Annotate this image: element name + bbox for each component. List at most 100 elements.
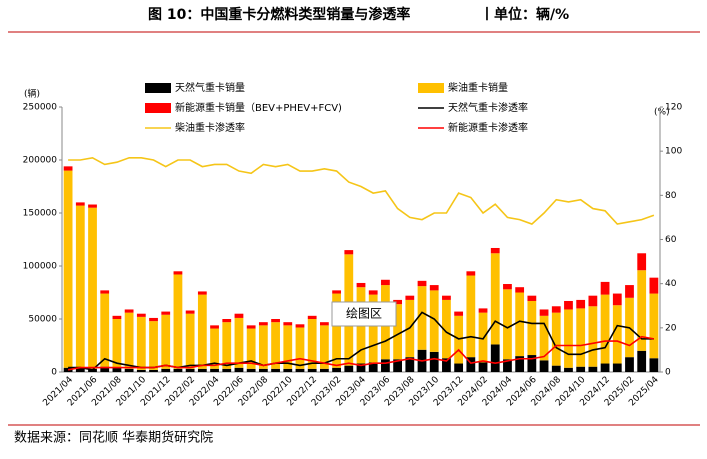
bar-segment [539,360,549,372]
bar-segment [490,253,500,345]
bar-segment [649,358,659,372]
bar-segment [185,310,195,314]
bar-segment [564,309,573,368]
bar-segment [258,322,268,326]
bar-segment [454,311,464,316]
bar-segment [442,299,451,359]
bar-segment [124,368,134,372]
bar-segment [136,369,146,372]
bar-segment [258,368,268,372]
bar-segment [442,358,451,372]
annotation-box [331,301,397,327]
bar-segment [576,366,586,372]
unit-label: 丨单位：辆/% [480,6,569,23]
bar-segment [429,285,439,291]
annotation: 绘图区 [346,306,382,321]
bar-segment [271,322,280,369]
legend-label: 新能源重卡渗透率 [448,121,528,134]
bar-segment [234,313,244,318]
bar-segment [344,365,354,372]
bar-segment [185,313,195,369]
bar-segment [307,319,317,369]
bar-segment [466,275,476,358]
source: 数据来源：同花顺 华泰期货研究院 [14,430,213,446]
bar-segment [75,367,85,372]
bar-segment [637,350,647,372]
bar-segment [356,282,366,288]
bar-segment [283,368,293,372]
bar-segment [63,367,73,372]
y2-tick-label: 80 [665,191,677,201]
bar-segment [88,204,97,208]
bar-segment [307,315,317,319]
legend-label: 天然气重卡渗透率 [448,101,528,114]
legend-swatch [145,103,171,113]
bar-segment [417,286,427,350]
bar-segment [503,284,512,290]
bar-segment [332,290,341,294]
bar-segment [490,344,500,372]
bar-segment [588,306,598,367]
bar-segment [381,359,390,372]
bar-segment [161,368,171,372]
y2-axis-label: (%) [654,108,670,118]
bar-segment [649,293,659,359]
bar-segment [551,365,561,372]
legend-swatch [145,83,171,93]
y2-tick-label: 20 [665,323,677,333]
legend-swatch [418,83,444,93]
bar-segment [161,314,171,369]
bar-segment [612,363,622,372]
bar-segment [612,305,622,364]
bar-segment [173,368,183,372]
bar-segment [405,295,415,300]
bar-segment [75,202,85,206]
bar-segment [149,317,158,322]
legend-label: 柴油重卡销量 [448,81,508,94]
bar-segment [515,356,525,372]
y-tick-label: 100000 [23,262,58,272]
bar-segment [625,285,634,298]
y-tick-label: 200000 [23,156,58,166]
bar-segment [368,290,378,295]
y2-tick-label: 60 [665,235,677,245]
bar-segment [576,308,586,367]
bar-segment [234,317,244,368]
bar-segment [258,325,268,369]
bar-segment [271,319,280,323]
bar-segment [149,321,158,370]
bar-segment [637,270,647,351]
chart-title: 图 10：中国重卡分燃料类型销量与渗透率 [148,6,410,23]
bar-segment [222,368,232,372]
bar-segment [185,368,195,372]
bar-segment [295,327,305,369]
bar-segment [649,277,659,294]
bar-segment [368,294,378,363]
bar-segment [405,357,415,372]
y2-tick-label: 120 [665,103,682,113]
bar-segment [600,363,610,372]
bar-segment [319,322,329,326]
bar-segment [100,293,110,367]
y2-tick-label: 100 [665,147,682,157]
bar-segment [319,325,329,369]
bar-segment [637,253,647,271]
y-tick-label: 250000 [23,103,58,113]
bar-segment [332,367,341,372]
bar-segment [564,300,573,310]
bar-segment [112,367,122,372]
bar-segment [271,368,280,372]
bar-segment [197,291,207,295]
bar-segment [503,289,512,360]
bar-segment [527,295,537,301]
bar-segment [63,166,73,171]
legend-label: 新能源重卡销量（BEV+PHEV+FCV) [175,101,342,114]
bar-segment [307,368,317,372]
bar-segment [210,328,219,369]
bar-segment [63,170,73,368]
bar-segment [173,274,183,369]
bar-segment [466,357,476,372]
bar-segment [478,362,488,372]
bar-segment [429,351,439,372]
